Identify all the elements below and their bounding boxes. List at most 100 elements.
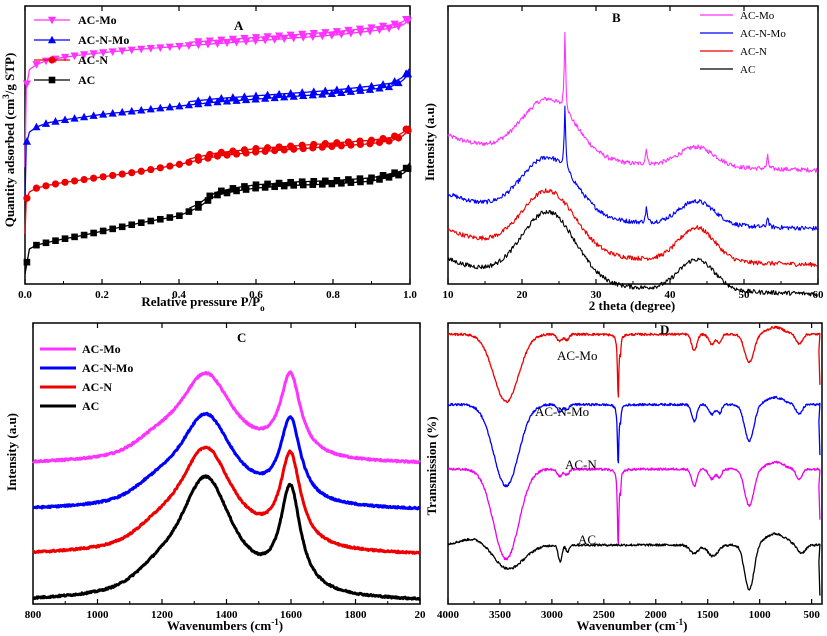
panel-c-legend-label: AC-Mo — [82, 342, 121, 356]
panel-a-point-ac-n — [61, 178, 69, 186]
panel-a-point-ac-mo — [32, 61, 41, 69]
panel-a-point-ac-n — [344, 138, 352, 146]
panel-a-point-ac-n-mo — [298, 88, 307, 96]
panel-a-point-ac-n-mo — [79, 112, 89, 121]
panel-b-xtick-label: 50 — [739, 289, 751, 301]
panel-a-xtick-label: 0.2 — [95, 289, 109, 301]
panel-a-point-ac-n-mo — [194, 96, 203, 104]
panel-a-point-ac-mo — [286, 31, 295, 40]
panel-a-point-ac-n — [166, 162, 174, 170]
panel-a-point-ac-n — [287, 142, 295, 150]
panel-a-point-ac — [333, 177, 341, 184]
panel-b-line-ac-n-mo — [447, 105, 818, 231]
panel-a-point-ac-mo — [355, 25, 365, 34]
panel-a-legend: AC-Mo AC-N-Mo AC-N AC — [34, 13, 129, 87]
panel-a-point-ac — [252, 181, 260, 189]
panel-a-point-ac-mo — [390, 20, 399, 29]
panel-a-point-ac — [61, 235, 69, 242]
panel-d-xtick-label: 3000 — [541, 609, 564, 621]
panel-b-plot-area: 10 20 30 40 50 60 AC-Mo AC-N-Mo AC-N AC — [443, 5, 824, 301]
panel-a-point-ac-mo — [205, 37, 214, 46]
panel-a-point-ac-n-mo — [222, 96, 232, 105]
panel-a-point-ac-n — [402, 125, 410, 133]
panel-c-xlabel-post: ) — [279, 618, 283, 633]
panel-a-point-ac-n — [385, 137, 393, 145]
panel-b-letter: B — [612, 10, 621, 25]
panel-a-point-ac-n-mo — [309, 87, 318, 95]
panel-a-point-ac-n-mo — [118, 107, 127, 116]
panel-a-point-ac-n-mo — [228, 93, 237, 101]
panel-a-point-ac-mo — [60, 53, 70, 62]
panel-a-ylabel-post: /g STP) — [2, 53, 17, 96]
panel-a-point-ac — [328, 180, 336, 188]
panel-d-xtick-label: 1000 — [749, 609, 772, 621]
panel-a-point-ac-n-mo — [60, 115, 70, 124]
panel-a-point-ac-n — [333, 139, 341, 147]
panel-a-point-ac-n-mo — [89, 111, 98, 119]
panel-c-line-ac-n — [32, 445, 421, 555]
panel-a-point-ac-n-mo — [240, 92, 249, 100]
panel-a-point-ac — [147, 217, 155, 225]
panel-a-point-ac-n — [137, 167, 145, 175]
panel-a-point-ac-n — [310, 140, 318, 149]
panel-a-point-ac-mo — [321, 29, 330, 37]
panel-c-line-ac — [32, 474, 422, 601]
panel-c-line-ac-n-mo — [32, 411, 422, 511]
panel-a-point-ac — [109, 225, 116, 233]
panel-a-point-ac — [322, 177, 329, 185]
panel-a-point-ac-mo — [270, 36, 279, 44]
panel-a-point-ac-mo — [298, 30, 307, 39]
panel-a-legend-label: AC-N — [78, 53, 108, 67]
panel-a-ylabel-sup: 3 — [1, 94, 11, 99]
panel-d-xtick-label: 2000 — [645, 609, 668, 621]
panel-c-letter: C — [237, 330, 246, 345]
panel-c-ylabel: Intensity (a.u) — [4, 413, 19, 491]
panel-a-point-ac — [241, 183, 248, 190]
panel-c-legend-label: AC-N-Mo — [82, 361, 133, 375]
panel-a-point-ac-n-mo — [108, 108, 117, 117]
panel-a-point-ac-n — [175, 160, 183, 168]
panel-a-point-ac — [395, 171, 402, 179]
panel-c-legend-label: AC-N — [82, 380, 112, 394]
panel-a-point-ac-n-mo — [32, 122, 41, 131]
panel-a-point-ac-n — [206, 150, 214, 159]
panel-a-point-ac-mo — [108, 48, 117, 57]
panel-a-ylabel: Quantity adsorbed (cm3/g STP) — [1, 53, 17, 228]
panel-a-point-ac — [128, 221, 136, 229]
panel-b-xrd: 10 20 30 40 50 60 AC-Mo AC-N-Mo AC-N AC B 2 theta… — [422, 5, 824, 313]
panel-a-point-ac — [391, 169, 398, 177]
panel-a-point-ac-n-mo — [275, 89, 284, 98]
panel-d-xtick-label: 1500 — [697, 609, 720, 621]
panel-d-letter: D — [660, 322, 669, 337]
panel-a-point-ac-mo — [22, 80, 32, 89]
panel-a-point-ac-mo — [194, 38, 203, 46]
panel-c-xtick-label: 1600 — [280, 609, 303, 621]
panel-a-point-ac-n — [356, 137, 364, 145]
panel-a-point-ac-n-mo — [217, 93, 226, 102]
panel-a-point-ac-mo — [327, 31, 336, 40]
panel-a-point-ac-n-mo — [251, 91, 261, 100]
panel-d-xlabel-post: ) — [683, 618, 687, 633]
panel-a-point-ac — [223, 189, 231, 197]
panel-a-point-ac-mo — [217, 36, 226, 45]
panel-a-point-ac-n-mo — [355, 83, 365, 91]
panel-a-point-ac — [233, 187, 240, 195]
panel-a-point-ac-mo — [337, 30, 346, 39]
panel-a-point-ac — [368, 174, 375, 182]
panel-a-series-ac-n-mo — [22, 67, 413, 201]
panel-a-point-ac — [298, 178, 306, 185]
panel-a-xlabel-main: Relative pressure P/P — [141, 294, 260, 309]
panel-a-point-ac — [345, 176, 352, 183]
panel-a-point-ac-mo — [309, 29, 318, 38]
panel-b-xtick-label: 20 — [517, 289, 529, 301]
panel-a-point-ac — [204, 197, 212, 204]
panel-a-point-ac-n-mo — [384, 82, 394, 91]
panel-d-xtick-label: 500 — [803, 609, 820, 621]
panel-a-point-ac-n-mo — [378, 80, 388, 88]
panel-a-xlabel-sub: o — [260, 303, 265, 313]
panel-a-point-ac — [252, 184, 259, 192]
panel-d-xlabel-sup: -1 — [676, 617, 684, 627]
panel-d-series-label: AC-Mo — [557, 348, 597, 363]
panel-a-point-ac — [157, 215, 164, 223]
